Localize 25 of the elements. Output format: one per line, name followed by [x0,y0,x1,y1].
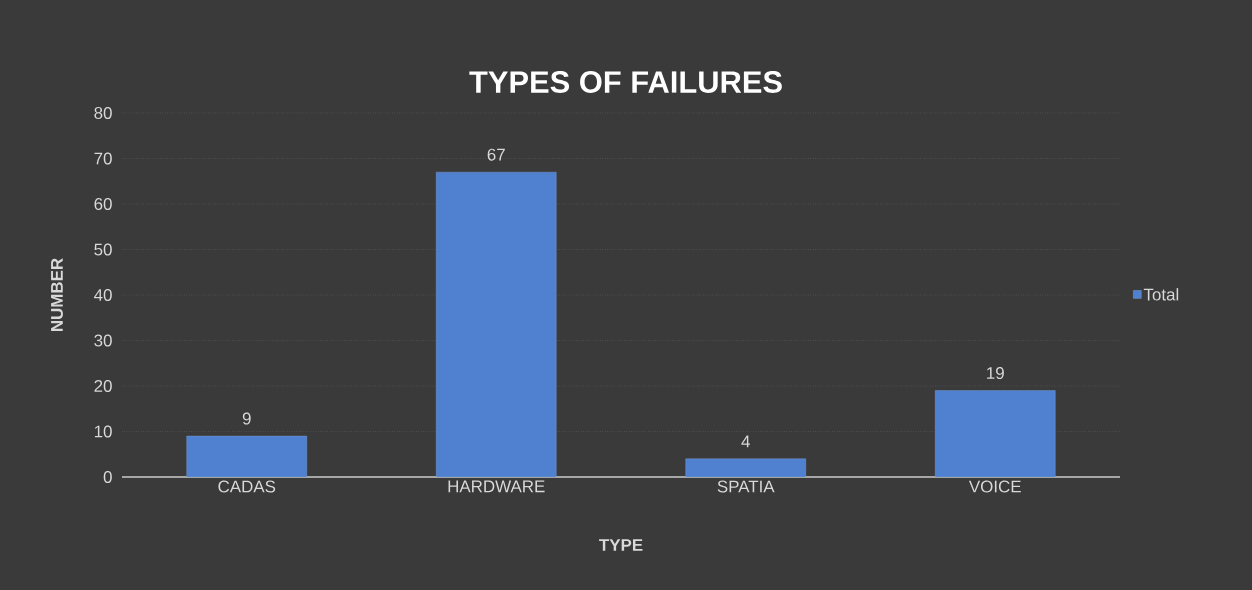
y-axis-title: NUMBER [51,258,63,332]
x-tick-label: SPATIA [717,480,775,493]
y-tick-label: 70 [94,152,112,165]
chart-title: TYPES OF FAILURES [469,71,782,93]
y-tick-label: 80 [94,107,112,119]
legend-label: Total [1143,288,1179,301]
y-tick-label: 10 [94,425,112,438]
data-label: 67 [487,148,505,161]
y-tick-label: 30 [94,334,112,347]
data-label: 9 [242,412,251,425]
y-tick-label: 40 [94,289,112,301]
bar [935,390,1056,477]
bar [685,458,806,477]
bar [436,171,557,477]
x-axis-title: TYPE [599,539,643,551]
x-tick-label: CADAS [218,480,276,493]
data-label: 19 [987,367,1004,380]
data-label: 4 [741,435,750,448]
y-tick-label: 20 [94,380,112,392]
bar [186,435,307,477]
x-tick-label: VOICE [968,480,1021,493]
y-tick-label: 50 [94,243,112,256]
x-tick-label: HARDWARE [448,480,545,493]
y-tick-label: 0 [103,471,112,483]
y-tick-label: 60 [94,198,112,210]
